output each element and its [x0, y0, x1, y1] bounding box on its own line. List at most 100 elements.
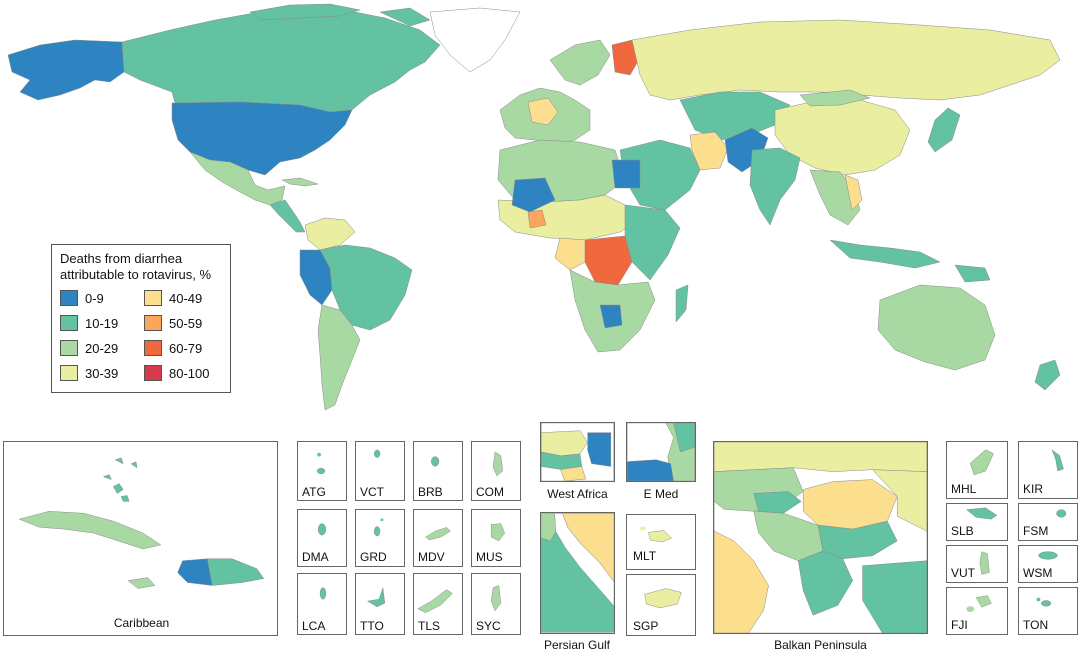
mhl-shape	[969, 449, 994, 476]
inset-label-syc: SYC	[476, 619, 501, 633]
region-usa	[171, 101, 353, 176]
grd-shape	[374, 518, 384, 537]
legend-swatch	[144, 290, 162, 306]
inset-tls: TLS	[413, 573, 463, 635]
inset-persian-gulf	[540, 512, 615, 634]
region-iran	[689, 131, 729, 171]
syc-shape	[490, 585, 502, 612]
legend-item: 30-39	[60, 364, 138, 382]
inset-dma: DMA	[297, 509, 347, 567]
region-west-africa-orange	[527, 209, 547, 229]
inset-label-com: COM	[476, 485, 504, 499]
inset-vct: VCT	[355, 441, 405, 501]
inset-label-e-med: E Med	[643, 487, 679, 501]
inset-label-tto: TTO	[360, 619, 384, 633]
region-mali	[511, 177, 556, 213]
sgp-shape	[644, 588, 682, 609]
legend-label: 50-59	[169, 315, 203, 331]
inset-west-africa	[540, 422, 615, 482]
region-finland	[611, 39, 641, 76]
inset-mus: MUS	[471, 509, 521, 567]
legend-label: 60-79	[169, 340, 203, 356]
inset-fji: FJI	[946, 587, 1008, 635]
inset-grd: GRD	[355, 509, 405, 567]
tto-shape	[366, 587, 386, 608]
legend-swatch	[60, 315, 78, 331]
region-mongolia	[799, 89, 871, 107]
legend-label: 80-100	[169, 365, 210, 381]
region-greenland	[429, 7, 521, 73]
region-central-america	[269, 199, 306, 233]
kir-shape	[1051, 449, 1064, 472]
inset-mdv: MDV	[413, 509, 463, 567]
region-middle-east	[619, 139, 701, 211]
inset-balkan	[713, 441, 928, 634]
balkan-map	[714, 442, 927, 633]
inset-caribbean: Caribbean	[3, 441, 278, 636]
legend-label: 40-49	[169, 290, 203, 306]
wsm-shape	[1038, 551, 1058, 560]
mus-shape	[490, 523, 505, 542]
region-botswana	[599, 304, 623, 329]
inset-label-fsm: FSM	[1023, 524, 1049, 538]
legend-item: 0-9	[60, 289, 138, 307]
inset-e-med	[626, 422, 696, 482]
region-east-africa	[624, 204, 681, 281]
inset-slb: SLB	[946, 503, 1008, 541]
region-png	[954, 264, 991, 283]
region-madagascar	[675, 284, 689, 323]
inset-label-vut: VUT	[951, 566, 975, 580]
lca-shape	[319, 587, 327, 600]
inset-label-sgp: SGP	[633, 619, 659, 633]
inset-label-kir: KIR	[1023, 482, 1044, 496]
inset-syc: SYC	[471, 573, 521, 635]
inset-wsm: WSM	[1018, 545, 1078, 583]
inset-label-balkan: Balkan Peninsula	[774, 638, 867, 652]
inset-label-grd: GRD	[360, 550, 387, 564]
region-venezuela	[304, 217, 356, 251]
inset-tto: TTO	[355, 573, 405, 635]
inset-mlt: MLT	[626, 514, 696, 570]
inset-label-dma: DMA	[302, 550, 329, 564]
region-canada	[121, 7, 441, 113]
atg-shape	[316, 452, 326, 475]
region-canada-islands	[249, 3, 431, 27]
inset-label-mlt: MLT	[633, 549, 657, 563]
region-indonesia	[829, 239, 941, 269]
tls-shape	[417, 589, 453, 613]
legend-item: 10-19	[60, 314, 138, 332]
inset-label-slb: SLB	[951, 524, 974, 538]
legend-item: 50-59	[144, 314, 222, 332]
inset-mhl: MHL	[946, 441, 1008, 499]
persian-gulf-map	[541, 513, 614, 633]
mdv-shape	[425, 527, 451, 541]
region-mexico	[189, 151, 286, 206]
region-new-zealand	[1034, 359, 1061, 391]
inset-vut: VUT	[946, 545, 1008, 583]
legend-item: 80-100	[144, 364, 222, 382]
inset-brb: BRB	[413, 441, 463, 501]
inset-lca: LCA	[297, 573, 347, 635]
world-choropleth-map	[7, 3, 1061, 411]
legend-item: 20-29	[60, 339, 138, 357]
com-shape	[492, 451, 503, 477]
inset-kir: KIR	[1018, 441, 1078, 499]
legend-label: 30-39	[85, 365, 119, 381]
region-vietnam	[844, 174, 863, 211]
vct-shape	[374, 449, 381, 458]
legend-label: 20-29	[85, 340, 119, 356]
caribbean-map	[18, 457, 265, 589]
legend-title-line2: attributable to rotavirus, %	[60, 267, 212, 282]
vut-shape	[979, 551, 990, 575]
dma-shape	[317, 523, 327, 536]
region-south-cone	[317, 304, 361, 411]
inset-sgp: SGP	[626, 574, 696, 636]
west-africa-map	[541, 423, 614, 481]
inset-label-ton: TON	[1023, 618, 1049, 632]
region-drc	[584, 235, 633, 286]
slb-shape	[965, 507, 998, 520]
legend-items: 0-9 40-49 10-19 50-59 20-29 60-79 30-39 …	[60, 289, 222, 382]
inset-label-mdv: MDV	[418, 550, 445, 564]
fji-shape	[966, 595, 992, 612]
inset-label-atg: ATG	[302, 485, 326, 499]
